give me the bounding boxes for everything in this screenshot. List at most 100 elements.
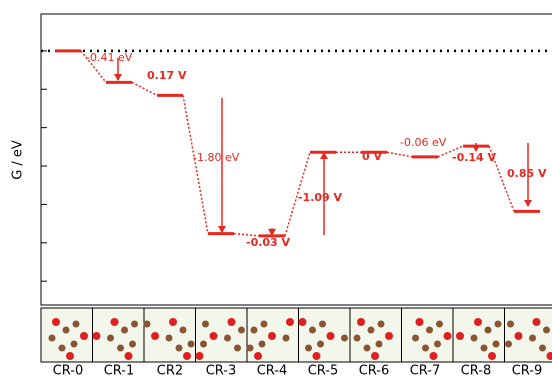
atom [71, 341, 78, 348]
atom [507, 321, 514, 328]
connector [387, 152, 412, 157]
atom [368, 327, 375, 334]
annotation: -0.14 V [452, 151, 497, 164]
atom [416, 318, 424, 326]
atom [228, 318, 236, 326]
annotation: -1.09 V [298, 191, 343, 204]
atom [129, 341, 136, 348]
atom [107, 335, 114, 342]
atom [474, 318, 482, 326]
atom [259, 341, 266, 348]
thumbnail-frame [299, 308, 351, 362]
connector [132, 82, 157, 95]
atom [131, 321, 138, 328]
atom [169, 318, 177, 326]
atom [125, 352, 133, 360]
atom [251, 327, 258, 334]
atom [234, 345, 241, 352]
atom [436, 321, 443, 328]
atom [268, 332, 276, 340]
atom [529, 335, 536, 342]
atom [200, 341, 207, 348]
annotation: 0.85 V [507, 167, 547, 180]
thumbnail-frame [196, 308, 248, 362]
atom [188, 341, 195, 348]
atom [166, 335, 173, 342]
atom [210, 332, 218, 340]
atom [488, 352, 496, 360]
x-tick-label: CR-1 [104, 364, 135, 379]
x-tick-label: CR-7 [410, 364, 441, 379]
x-tick-label: CR-0 [53, 364, 84, 379]
atom [485, 327, 492, 334]
atom [376, 341, 383, 348]
atom [317, 341, 324, 348]
atom [117, 345, 124, 352]
structure-thumbnail [505, 308, 552, 362]
x-tick-label: CR-6 [359, 364, 390, 379]
atom [426, 327, 433, 334]
atom [341, 335, 348, 342]
structure-thumbnail [93, 308, 145, 362]
atom [493, 341, 500, 348]
annotation: -0.03 V [246, 236, 291, 249]
structure-thumbnail [350, 308, 402, 362]
atom [238, 327, 245, 334]
structure-thumbnail [196, 308, 248, 362]
atom [305, 345, 312, 352]
atom [93, 332, 101, 340]
atom [444, 332, 452, 340]
x-tick-label: CR-3 [206, 364, 237, 379]
annotation: -1.80 eV [193, 151, 240, 164]
atom [63, 327, 70, 334]
atom [539, 345, 546, 352]
atom [319, 321, 326, 328]
atom [66, 352, 74, 360]
annotation: 0 V [362, 150, 382, 163]
atom [180, 327, 187, 334]
annotation: -0.41 eV [86, 51, 133, 64]
atom [533, 318, 541, 326]
atom [261, 321, 268, 328]
atom [80, 332, 88, 340]
atom [434, 341, 441, 348]
atom [176, 345, 183, 352]
atom [196, 352, 204, 360]
atom [430, 352, 438, 360]
atom [151, 332, 159, 340]
atom [327, 332, 335, 340]
atom [412, 335, 419, 342]
atom [299, 318, 307, 326]
atom [202, 321, 209, 328]
x-tick-label: CR-8 [461, 364, 492, 379]
atom [495, 321, 502, 328]
atom [357, 318, 365, 326]
connector [183, 95, 208, 233]
atom [515, 332, 523, 340]
atom [505, 341, 512, 348]
atom [254, 352, 262, 360]
atom [224, 335, 231, 342]
x-tick-label: CR2 [157, 364, 183, 379]
structure-thumbnail [402, 308, 454, 362]
atom [313, 352, 321, 360]
x-tick-label: CR-4 [257, 364, 288, 379]
annotation: -0.06 eV [400, 136, 447, 149]
structure-thumbnail [41, 308, 93, 362]
atom [378, 321, 385, 328]
atom [286, 318, 294, 326]
structure-thumbnail [247, 308, 299, 362]
atom [422, 345, 429, 352]
atom [111, 318, 119, 326]
structure-thumbnail [299, 308, 351, 362]
atom [183, 352, 191, 360]
structure-thumbnail [144, 308, 196, 362]
atom [481, 345, 488, 352]
atom [471, 335, 478, 342]
structure-thumbnail [453, 308, 505, 362]
atom [283, 335, 290, 342]
atom [59, 345, 66, 352]
atom [52, 318, 60, 326]
atom [144, 321, 151, 328]
atom [385, 332, 393, 340]
